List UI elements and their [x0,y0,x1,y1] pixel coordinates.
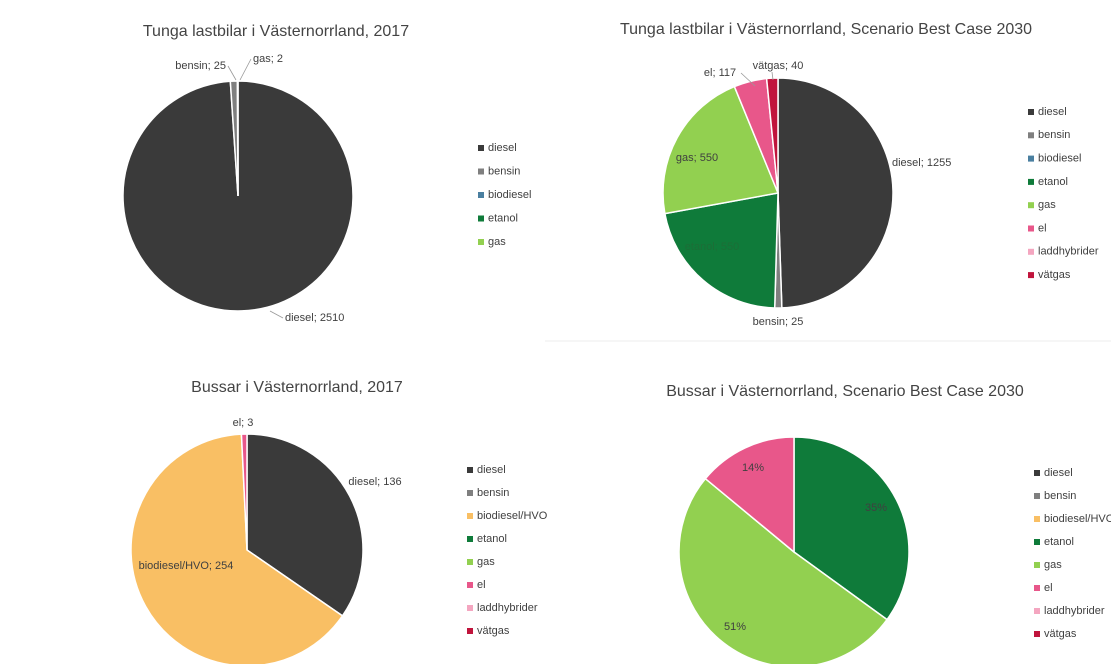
legend-label: laddhybrider [1044,605,1105,617]
legend-swatch [1034,631,1040,637]
legend-label: bensin [1044,490,1076,502]
legend-label: etanol [1044,536,1074,548]
legend-swatch [1034,516,1040,522]
data-label: gas; 550 [676,152,718,164]
pie-slice [765,77,779,194]
data-label: el; 3 [233,417,254,429]
legend-label: biodiesel/HVO [1044,513,1111,525]
pie-slice [663,192,779,309]
legend-swatch [1034,539,1040,545]
data-label: 35% [865,502,887,514]
leader-line [771,71,774,81]
legend-label: gas [488,236,506,248]
data-label: 51% [724,621,746,633]
legend-swatch [1028,202,1034,209]
chart-title: Bussar i Västernorrland, 2017 [191,379,403,396]
legend-swatch [467,628,473,634]
legend-swatch [478,145,484,151]
legend-label: etanol [477,533,507,545]
legend-swatch [467,490,473,496]
legend-label: biodiesel [1038,153,1081,165]
legend-swatch [1034,470,1040,476]
legend-label: bensin [1038,129,1070,141]
data-label: biodiesel/HVO; 254 [139,560,234,572]
legend-swatch [467,559,473,565]
legend-swatch [1034,585,1040,591]
data-label: bensin; 25 [753,316,804,328]
data-label: etanol; 550 [685,241,739,253]
pie-slice [236,80,239,197]
pie-slice [704,436,795,554]
legend-label: etanol [488,212,518,224]
legend-swatch [1034,562,1040,568]
pie-slice [678,477,889,664]
pie-slice [793,436,910,621]
legend-swatch [467,582,473,588]
legend-label: gas [1038,199,1056,211]
legend-swatch [1028,155,1034,162]
legend-swatch [478,192,484,198]
legend-swatch [1028,272,1034,279]
legend-label: laddhybrider [1038,246,1099,258]
legend-swatch [467,467,473,473]
legend-label: el [477,579,486,591]
pie-slice [246,433,364,617]
data-label: vätgas; 40 [753,60,804,72]
pie-slice [130,433,344,664]
leader-line [269,310,284,319]
legend-label: vätgas [477,625,510,637]
legend-label: laddhybrider [477,602,538,614]
data-label: diesel; 136 [348,476,401,488]
data-label: diesel; 1255 [892,157,951,169]
legend-label: bensin [477,487,509,499]
legend-label: el [1038,222,1047,234]
leader-line [227,65,237,81]
data-label: 14% [742,462,764,474]
legend-swatch [478,215,484,222]
data-label: gas; 2 [253,53,283,65]
legend-swatch [478,239,484,245]
legend-label: gas [477,556,495,568]
legend-label: vätgas [1038,269,1071,281]
legend-label: biodiesel/HVO [477,510,548,522]
chart-title: Tunga lastbilar i Västernorrland, Scenar… [620,21,1032,38]
leader-line [740,72,756,87]
legend-label: gas [1044,559,1062,571]
legend-label: diesel [1044,467,1073,479]
data-label: bensin; 25 [175,60,226,72]
data-label: diesel; 2510 [285,312,344,324]
legend-label: diesel [477,464,506,476]
legend-label: etanol [1038,176,1068,188]
legend-swatch [1028,248,1034,255]
pie-slice [662,85,780,215]
legend-swatch [478,168,484,175]
legend-swatch [1028,178,1034,185]
chart-title: Bussar i Västernorrland, Scenario Best C… [666,383,1024,400]
legend-label: bensin [488,165,520,177]
legend-swatch [1028,132,1034,139]
chart-title: Tunga lastbilar i Västernorrland, 2017 [143,23,409,40]
legend-label: vätgas [1044,628,1077,640]
legend-swatch [1028,109,1034,115]
legend-swatch [467,536,473,542]
pie-slice [777,77,894,309]
pie-slice [240,433,248,551]
legend-label: el [1044,582,1053,594]
data-label: el; 117 [704,67,736,79]
legend-swatch [1034,608,1040,614]
legend-swatch [467,513,473,519]
legend-label: diesel [1038,106,1067,118]
legend-swatch [467,605,473,611]
legend-label: biodiesel [488,189,531,201]
legend-label: diesel [488,142,517,154]
legend-swatch [1028,225,1034,232]
leader-line [239,58,252,81]
legend-swatch [1034,493,1040,499]
